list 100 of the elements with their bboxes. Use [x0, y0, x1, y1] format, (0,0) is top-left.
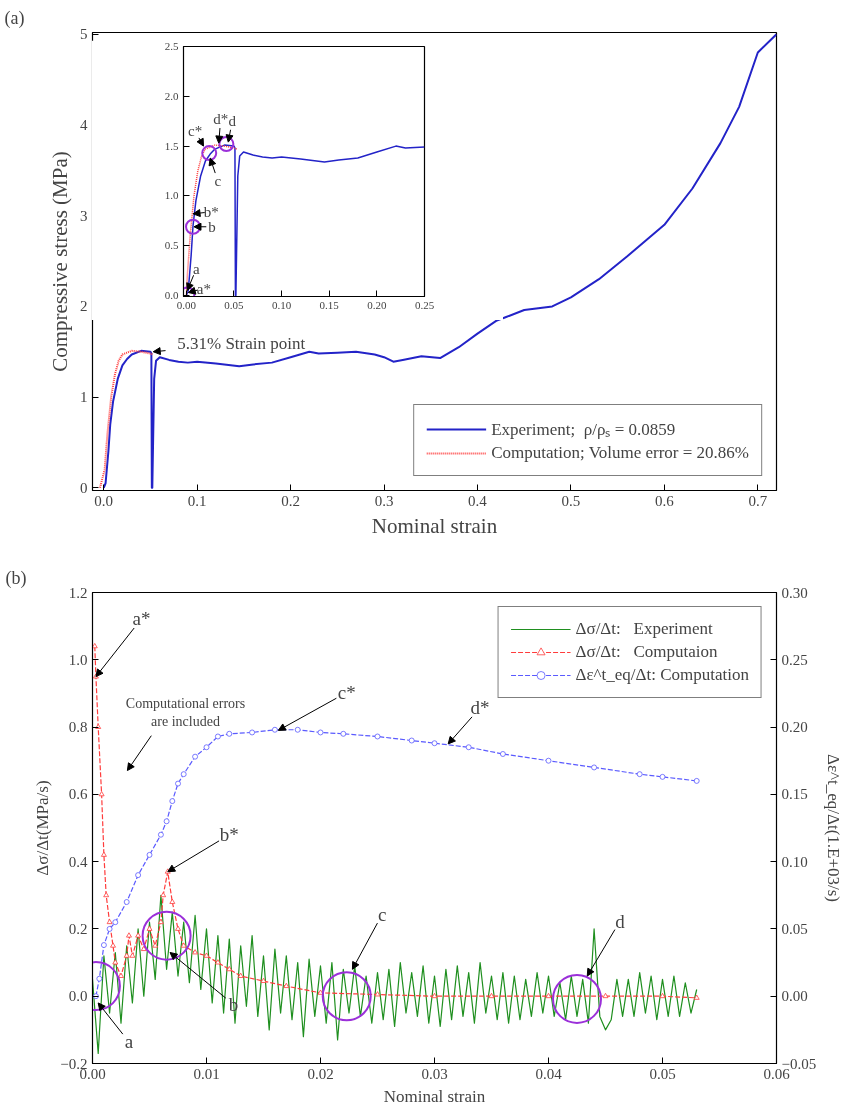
point: [98, 791, 105, 797]
point: [215, 959, 221, 965]
point: [95, 723, 102, 729]
point: [465, 744, 472, 751]
x-tick-label: 0.00: [176, 298, 197, 311]
point: [123, 952, 130, 958]
x-tick-label: 0.05: [224, 298, 245, 311]
point: [408, 737, 415, 744]
x-tick-label: 0.02: [307, 1065, 334, 1082]
x-tick-label: 0.4: [468, 492, 488, 509]
point: [321, 971, 372, 1022]
y-tick-label: 0.5: [164, 239, 179, 252]
y-axis-title: Compressive stress (MPa): [48, 151, 72, 372]
point: [101, 942, 107, 948]
point: [123, 899, 130, 905]
point: [431, 740, 438, 747]
y2-axis-title: Δε^t_eq/Δt(1.E+03/s): [824, 753, 844, 903]
point: [146, 852, 153, 858]
point: [552, 973, 602, 1024]
point: [101, 851, 107, 857]
y-tick-label: 5: [80, 26, 88, 43]
point: [237, 972, 244, 978]
line-series: [102, 33, 777, 489]
chart-title: (b): [5, 567, 27, 589]
point: [374, 733, 381, 740]
point: [226, 966, 233, 972]
y-tick-label: 0.0: [164, 289, 179, 301]
y2-tick-label: 0.05: [781, 920, 808, 937]
point: [203, 952, 210, 958]
point: [340, 730, 347, 737]
y2-tick-label: 0.10: [781, 853, 808, 870]
x-tick-label: 0.03: [421, 1065, 448, 1082]
point: [146, 925, 153, 931]
point: [118, 972, 124, 978]
x-tick-label: 0.3: [374, 492, 394, 509]
point: [180, 771, 187, 778]
legend-label: Δσ/Δt: Experiment: [575, 619, 713, 639]
point: [260, 977, 267, 983]
annotation: d: [228, 113, 237, 130]
y-tick-label: 0.4: [68, 853, 88, 870]
x-tick-label: 0.10: [271, 298, 292, 311]
x-tick-label: 0.25: [414, 298, 435, 311]
x-tick-label: 0.5: [561, 492, 581, 509]
point: [158, 831, 164, 838]
y-tick-label: 1.2: [68, 584, 88, 601]
point: [140, 945, 147, 951]
point: [175, 925, 181, 931]
point: [129, 952, 136, 958]
annotation: b*: [219, 824, 239, 846]
y-tick-label: 0: [80, 479, 88, 496]
point: [93, 993, 99, 1000]
point: [591, 764, 597, 771]
annotation: d*: [213, 111, 229, 128]
y-tick-label: 2: [80, 298, 88, 315]
point: [126, 932, 132, 938]
point: [103, 892, 110, 898]
y-tick-label: 0.6: [68, 786, 88, 803]
annotation: b*: [203, 203, 219, 220]
x-tick-label: 0.04: [535, 1065, 563, 1082]
point: [249, 729, 255, 736]
point: [659, 773, 666, 780]
y-tick-label: 1.0: [68, 651, 88, 668]
legend-label: Computation; Volume error = 20.86%: [491, 443, 749, 463]
point: [152, 942, 159, 948]
point: [135, 872, 141, 878]
point: [317, 729, 324, 736]
point: [106, 926, 113, 932]
y2-tick-label: 0.00: [781, 988, 808, 1005]
y-axis-title: Δσ/Δt(MPa/s): [33, 780, 53, 876]
point: [226, 730, 233, 737]
point: [112, 919, 119, 926]
point: [192, 753, 198, 760]
annotation: Computational errors are included: [125, 695, 246, 729]
point: [192, 949, 198, 955]
annotation: c: [214, 173, 222, 190]
annotation: b: [208, 218, 216, 235]
point: [374, 991, 381, 997]
point: [431, 992, 438, 999]
point: [215, 733, 221, 740]
y2-tick-label: 0.20: [781, 719, 808, 736]
annotation: c: [377, 903, 387, 925]
point: [160, 892, 167, 898]
point: [163, 818, 170, 825]
point: [175, 780, 181, 787]
point: [141, 910, 192, 961]
x-axis-title: Nominal strain: [383, 1086, 486, 1106]
y-tick-label: 0.8: [68, 719, 88, 736]
y-tick-label: 0.2: [68, 920, 88, 937]
x-tick-label: 0.7: [748, 492, 768, 509]
point: [272, 726, 278, 733]
y-tick-label: 1.0: [164, 189, 179, 202]
point: [659, 992, 666, 999]
legend-label: Δσ/Δt: Computaion: [575, 642, 718, 662]
point: [180, 942, 187, 948]
y-tick-label: 1: [80, 389, 88, 406]
x-tick-label: 0.20: [367, 298, 387, 311]
x-tick-label: 0.15: [319, 298, 340, 311]
point: [693, 994, 700, 1000]
annotation: a*: [196, 280, 211, 297]
x-tick-label: 0.1: [187, 492, 207, 509]
